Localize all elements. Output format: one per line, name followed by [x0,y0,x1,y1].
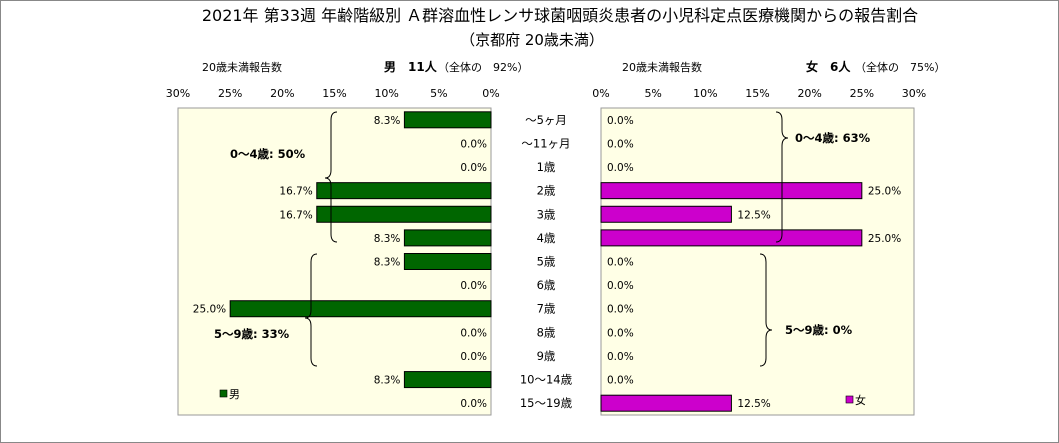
female-value-label: 0.0% [607,351,634,363]
male-value-label: 0.0% [460,351,487,363]
male-x-tick-label: 15% [322,87,346,100]
female-value-label: 0.0% [607,375,634,387]
male-x-tick-label: 5% [430,87,447,100]
chart-subtitle: （京都府 20歳未満） [460,31,604,49]
male-value-label: 0.0% [460,162,487,174]
female-value-label: 25.0% [868,186,901,198]
female-value-label: 0.0% [607,115,634,127]
category-label: 8歳 [537,325,556,339]
female-bar [600,229,863,247]
female-value-label: 0.0% [607,327,634,339]
category-label: 9歳 [537,349,556,363]
female-bar [600,182,863,200]
male-bar [403,253,492,270]
female-value-label: 0.0% [607,162,634,174]
female-value-label: 25.0% [868,233,901,245]
female-x-tick-label: 15% [745,87,769,100]
male-header-count: 男 11人 [384,59,438,74]
female-legend-label: 女 [855,393,866,407]
category-label: 15～19歳 [520,396,573,410]
category-label: 7歳 [537,302,556,316]
male-legend-label: 男 [229,388,240,401]
female-x-tick-label: 20% [797,87,821,100]
category-label: ～5ヶ月 [525,113,567,127]
male-brace-5-9 [304,253,318,367]
category-label: 10～14歳 [520,373,573,387]
category-label: ～11ヶ月 [521,136,570,150]
female-value-label: 0.0% [607,138,634,150]
male-header-share: （全体の 92%） [438,60,528,74]
female-group-5-9-label: 5～9歳: 0% [785,323,853,337]
female-header-count: 女 6人 [806,59,851,74]
female-legend-swatch [845,395,854,404]
male-value-label: 0.0% [460,138,487,150]
male-value-label: 8.3% [374,375,401,387]
male-value-label: 25.0% [193,304,226,316]
category-label: 4歳 [537,231,556,245]
male-value-label: 8.3% [374,257,401,269]
male-value-label: 8.3% [374,115,401,127]
female-x-tick-label: 30% [902,87,926,100]
female-x-tick-label: 25% [850,87,874,100]
male-bar [403,111,492,129]
male-bar [403,229,492,247]
female-brace-0-4 [775,111,789,243]
female-x-tick-label: 10% [693,87,717,100]
male-group-0-4-label: 0～4歳: 50% [230,147,306,161]
male-value-label: 8.3% [374,233,401,245]
male-bar [316,182,492,200]
female-value-label: 12.5% [737,209,770,221]
female-header-share: （全体の 75%） [855,60,945,74]
male-x-tick-label: 20% [270,87,294,100]
male-x-tick-label: 10% [374,87,398,100]
female-value-label: 12.5% [737,398,770,410]
female-header-label: 20歳未満報告数 [622,61,702,74]
female-brace-5-9 [759,253,773,367]
female-value-label: 0.0% [607,280,634,292]
female-x-tick-label: 5% [644,87,661,100]
category-label: 2歳 [537,184,556,198]
category-label: 5歳 [537,255,556,269]
male-value-label: 16.7% [279,209,312,221]
male-x-tick-label: 30% [166,87,190,100]
male-value-label: 16.7% [279,186,312,198]
male-legend-swatch [219,389,228,398]
male-group-5-9-label: 5～9歳: 33% [214,327,290,341]
female-value-label: 0.0% [607,257,634,269]
male-value-label: 0.0% [460,398,487,410]
male-x-tick-label: 0% [482,87,499,100]
male-brace-0-4 [324,111,338,243]
female-value-label: 0.0% [607,304,634,316]
category-label: 6歳 [537,278,556,292]
male-bar [229,300,492,318]
male-x-tick-label: 25% [218,87,242,100]
female-bar [600,205,732,223]
male-header-label: 20歳未満報告数 [202,61,282,74]
female-plot-area [600,107,915,416]
female-group-0-4-label: 0～4歳: 63% [795,131,871,145]
male-bar [403,371,492,389]
male-value-label: 0.0% [460,327,487,339]
category-label: 1歳 [537,160,556,174]
female-x-tick-label: 0% [592,87,609,100]
female-bar [600,394,732,412]
chart-title: 2021年 第33週 年齢階級別 Ａ群溶血性レンサ球菌咽頭炎患者の小児科定点医療… [202,6,918,25]
male-bar [316,205,492,223]
category-label: 3歳 [537,207,556,221]
male-value-label: 0.0% [460,280,487,292]
